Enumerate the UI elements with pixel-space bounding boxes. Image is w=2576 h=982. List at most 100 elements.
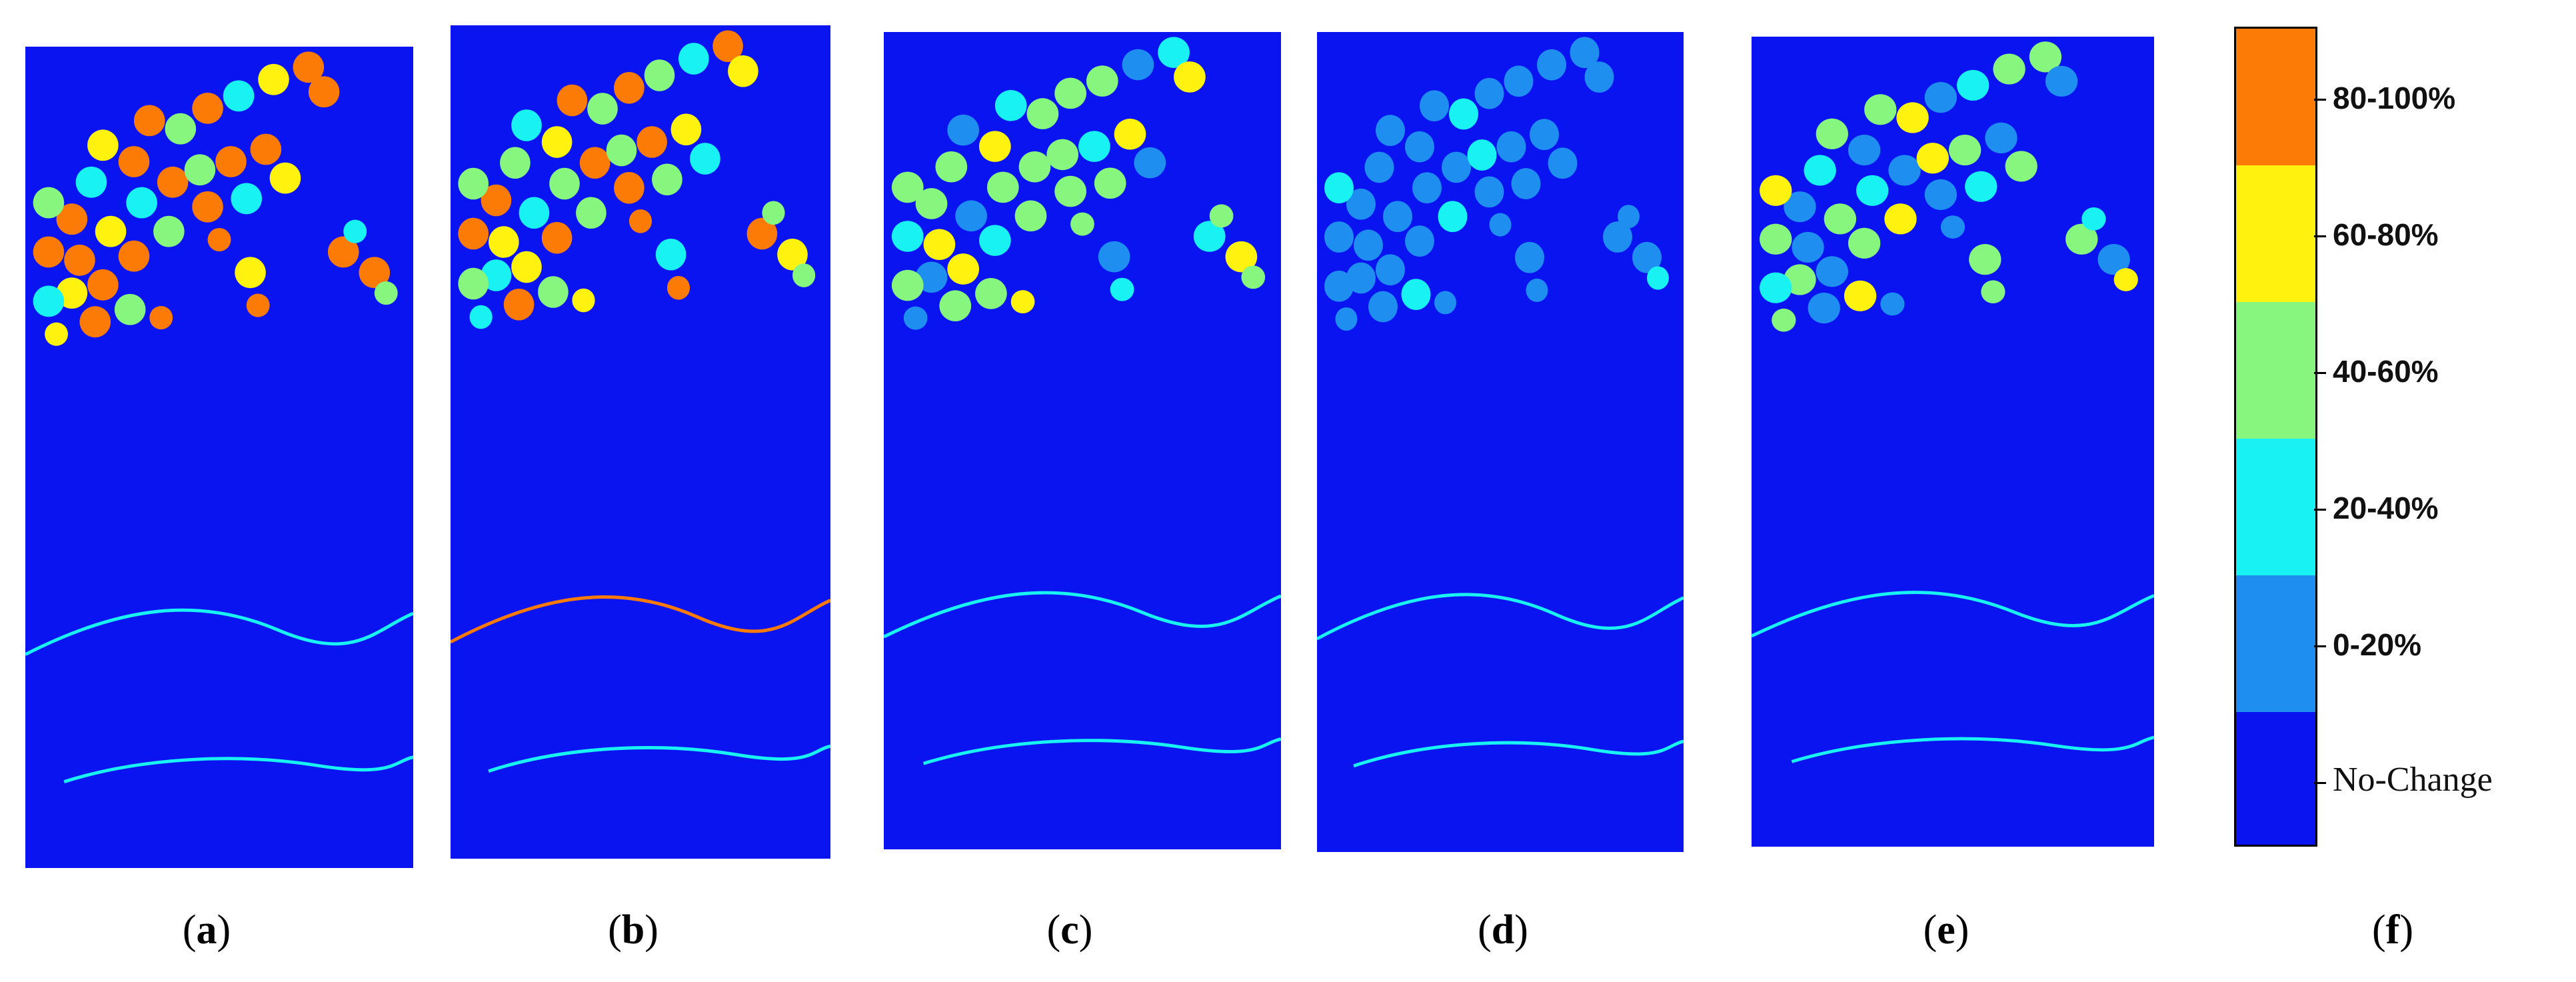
field-patch bbox=[235, 257, 266, 289]
field-patch bbox=[777, 239, 808, 271]
legend-swatch-80-100 bbox=[2236, 29, 2315, 165]
river-line bbox=[488, 744, 830, 773]
field-patch bbox=[1018, 151, 1051, 183]
river-line bbox=[451, 595, 830, 644]
legend-tick bbox=[2314, 99, 2326, 101]
field-patch bbox=[678, 43, 709, 75]
field-patch bbox=[891, 171, 924, 203]
field-patch bbox=[1844, 280, 1877, 311]
field-patch bbox=[374, 281, 398, 305]
field-patch bbox=[1054, 175, 1086, 207]
field-patch bbox=[538, 276, 569, 308]
field-patch bbox=[165, 113, 197, 145]
field-patch bbox=[1110, 277, 1134, 301]
legend-label-0-20: 0-20% bbox=[2333, 627, 2421, 662]
field-patch bbox=[118, 240, 150, 272]
field-patch bbox=[1324, 221, 1354, 253]
legend-label-40-60: 40-60% bbox=[2333, 354, 2439, 389]
map-canvas bbox=[451, 25, 830, 859]
caption-a: (a) bbox=[182, 907, 231, 953]
field-patch bbox=[666, 275, 690, 300]
field-patch bbox=[1924, 82, 1957, 113]
field-patch bbox=[1816, 118, 1848, 149]
field-patch bbox=[149, 306, 173, 330]
field-patch bbox=[192, 191, 223, 223]
caption-d: (d) bbox=[1478, 907, 1528, 953]
field-patch bbox=[1086, 65, 1118, 97]
field-patch bbox=[1957, 69, 1989, 101]
field-patch bbox=[2113, 268, 2138, 291]
field-patch bbox=[2097, 244, 2130, 275]
field-patch bbox=[118, 146, 150, 177]
field-patch bbox=[75, 166, 107, 198]
field-patch bbox=[1784, 264, 1816, 295]
field-patch bbox=[2005, 151, 2037, 182]
field-patch bbox=[1965, 171, 1997, 202]
field-patch bbox=[2029, 41, 2062, 73]
field-patch bbox=[215, 146, 247, 177]
map-panel-d bbox=[1317, 32, 1684, 852]
field-patch bbox=[481, 184, 512, 217]
field-patch bbox=[1924, 179, 1957, 211]
field-patch bbox=[64, 244, 95, 276]
field-patch bbox=[1760, 223, 1792, 255]
field-patch bbox=[2065, 223, 2098, 255]
field-patch bbox=[1474, 176, 1504, 208]
field-patch bbox=[114, 293, 146, 325]
field-patch bbox=[1916, 143, 1949, 174]
legend-swatch-60-80 bbox=[2236, 165, 2315, 302]
field-patch bbox=[56, 203, 88, 235]
field-patch bbox=[1383, 201, 1412, 233]
field-patch bbox=[637, 126, 667, 158]
river-line bbox=[63, 755, 413, 784]
field-patch bbox=[153, 215, 185, 247]
field-patch bbox=[45, 322, 69, 346]
field-patch bbox=[511, 251, 542, 283]
field-patch bbox=[489, 226, 519, 258]
legend-swatch-0-20 bbox=[2236, 575, 2315, 712]
field-patch bbox=[1570, 37, 1600, 69]
field-patch bbox=[1647, 266, 1669, 290]
field-patch bbox=[986, 171, 1019, 203]
field-patch bbox=[1888, 155, 1921, 186]
field-patch bbox=[655, 239, 686, 271]
field-patch bbox=[1880, 292, 1905, 316]
legend-label-80-100: 80-100% bbox=[2333, 81, 2456, 115]
field-patch bbox=[1760, 272, 1792, 303]
legend-colorbar bbox=[2234, 27, 2317, 847]
field-patch bbox=[1504, 65, 1534, 97]
river-line bbox=[922, 737, 1281, 765]
field-patch bbox=[614, 72, 644, 104]
field-patch bbox=[503, 289, 535, 321]
field-patch bbox=[670, 113, 702, 145]
field-patch bbox=[458, 167, 489, 200]
field-patch bbox=[458, 267, 489, 300]
field-patch bbox=[33, 285, 65, 317]
field-patch bbox=[184, 154, 216, 186]
field-patch bbox=[975, 278, 1007, 309]
field-patch bbox=[1364, 151, 1394, 183]
field-patch bbox=[1603, 221, 1632, 253]
field-patch bbox=[157, 166, 189, 198]
field-patch bbox=[572, 288, 595, 313]
field-patch bbox=[1515, 241, 1544, 273]
field-patch bbox=[1346, 188, 1376, 220]
map-canvas bbox=[1317, 32, 1684, 852]
caption-e: (e) bbox=[1923, 907, 1969, 953]
field-patch bbox=[269, 162, 301, 194]
field-patch bbox=[1134, 147, 1166, 179]
legend-label-20-40: 20-40% bbox=[2333, 491, 2439, 525]
field-patch bbox=[1792, 231, 1824, 263]
field-patch bbox=[587, 93, 618, 125]
field-patch bbox=[1856, 175, 1889, 206]
legend-tick bbox=[2314, 782, 2326, 784]
map-panel-b bbox=[451, 25, 830, 859]
field-patch bbox=[95, 215, 127, 247]
field-patch bbox=[343, 219, 367, 243]
field-patch bbox=[33, 236, 65, 268]
field-patch bbox=[1985, 122, 2017, 153]
legend-tick bbox=[2314, 235, 2326, 237]
field-patch bbox=[1438, 201, 1468, 233]
river-line bbox=[1752, 591, 2154, 638]
field-patch bbox=[1174, 61, 1206, 93]
